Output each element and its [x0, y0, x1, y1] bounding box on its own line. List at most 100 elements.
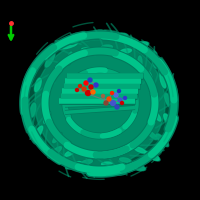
Ellipse shape: [147, 71, 153, 85]
Ellipse shape: [33, 126, 43, 140]
Ellipse shape: [101, 44, 113, 50]
Circle shape: [78, 84, 82, 88]
Ellipse shape: [53, 133, 61, 143]
Ellipse shape: [30, 103, 36, 117]
Ellipse shape: [159, 71, 167, 89]
Ellipse shape: [101, 161, 113, 167]
Ellipse shape: [138, 56, 142, 68]
Circle shape: [84, 81, 88, 85]
Circle shape: [91, 90, 95, 94]
Ellipse shape: [68, 52, 72, 64]
Ellipse shape: [111, 169, 125, 175]
Ellipse shape: [26, 31, 174, 175]
Circle shape: [104, 101, 108, 105]
Ellipse shape: [165, 93, 171, 107]
Ellipse shape: [53, 63, 59, 77]
Ellipse shape: [52, 69, 58, 81]
Ellipse shape: [134, 147, 146, 153]
Ellipse shape: [52, 68, 58, 82]
Ellipse shape: [44, 112, 50, 124]
Ellipse shape: [120, 158, 130, 162]
Ellipse shape: [148, 72, 152, 84]
Ellipse shape: [131, 42, 149, 48]
Ellipse shape: [163, 113, 173, 127]
Ellipse shape: [33, 125, 43, 141]
Ellipse shape: [112, 33, 128, 39]
Ellipse shape: [35, 78, 41, 92]
Ellipse shape: [146, 130, 158, 140]
Ellipse shape: [49, 147, 61, 157]
Ellipse shape: [145, 152, 159, 160]
Ellipse shape: [147, 131, 157, 139]
Ellipse shape: [81, 47, 93, 53]
Circle shape: [114, 93, 118, 97]
Circle shape: [102, 95, 104, 98]
Circle shape: [86, 90, 90, 96]
Ellipse shape: [48, 146, 62, 158]
Ellipse shape: [129, 164, 145, 170]
Ellipse shape: [53, 64, 59, 76]
Circle shape: [88, 78, 92, 82]
Circle shape: [107, 97, 111, 101]
Ellipse shape: [160, 72, 166, 88]
Ellipse shape: [121, 49, 131, 53]
Ellipse shape: [92, 30, 108, 36]
Ellipse shape: [93, 30, 107, 36]
Circle shape: [94, 83, 98, 87]
Ellipse shape: [152, 51, 158, 69]
Ellipse shape: [35, 40, 165, 166]
Ellipse shape: [42, 88, 48, 102]
Circle shape: [110, 92, 114, 95]
Ellipse shape: [137, 55, 143, 69]
Ellipse shape: [65, 161, 83, 169]
Ellipse shape: [34, 77, 42, 93]
Circle shape: [115, 105, 119, 109]
Circle shape: [118, 90, 120, 92]
Ellipse shape: [152, 110, 162, 122]
Ellipse shape: [65, 150, 75, 156]
Ellipse shape: [152, 52, 158, 68]
Ellipse shape: [113, 33, 127, 39]
Ellipse shape: [43, 112, 51, 124]
Ellipse shape: [67, 51, 73, 65]
Ellipse shape: [156, 134, 168, 146]
Ellipse shape: [81, 159, 93, 165]
Ellipse shape: [144, 151, 160, 161]
Ellipse shape: [153, 111, 161, 121]
Ellipse shape: [45, 53, 55, 67]
Ellipse shape: [153, 89, 159, 103]
Ellipse shape: [30, 102, 36, 118]
Ellipse shape: [155, 133, 169, 147]
Ellipse shape: [102, 162, 112, 166]
Circle shape: [82, 87, 86, 91]
Ellipse shape: [42, 89, 48, 101]
Ellipse shape: [82, 48, 92, 52]
Ellipse shape: [58, 41, 78, 49]
Ellipse shape: [133, 147, 147, 153]
Ellipse shape: [128, 163, 146, 171]
Circle shape: [110, 100, 116, 106]
Ellipse shape: [66, 162, 82, 168]
Ellipse shape: [64, 149, 76, 157]
Circle shape: [124, 97, 127, 99]
Ellipse shape: [73, 33, 87, 39]
Ellipse shape: [44, 49, 156, 157]
Ellipse shape: [164, 92, 172, 108]
Ellipse shape: [45, 52, 55, 68]
Ellipse shape: [57, 41, 79, 49]
Ellipse shape: [153, 90, 159, 102]
Ellipse shape: [164, 114, 172, 126]
Circle shape: [89, 85, 93, 89]
Ellipse shape: [132, 42, 148, 48]
Ellipse shape: [52, 133, 62, 143]
Ellipse shape: [102, 45, 112, 49]
Circle shape: [120, 102, 124, 104]
Ellipse shape: [82, 160, 92, 164]
Ellipse shape: [90, 169, 104, 175]
Ellipse shape: [89, 169, 105, 175]
Circle shape: [76, 88, 78, 92]
Circle shape: [118, 98, 122, 102]
Ellipse shape: [119, 157, 131, 163]
Ellipse shape: [110, 169, 126, 175]
Ellipse shape: [120, 48, 132, 54]
